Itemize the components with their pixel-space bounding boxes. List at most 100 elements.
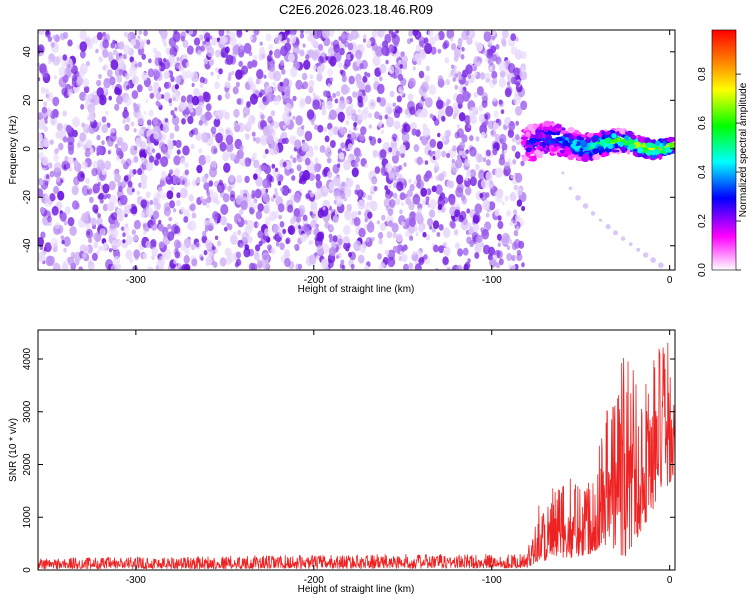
noise-cell — [408, 178, 412, 184]
noise-cell — [327, 122, 333, 130]
noise-cell — [305, 157, 311, 166]
noise-cell — [328, 246, 336, 257]
noise-cell — [113, 49, 118, 56]
noise-cell — [373, 185, 378, 192]
noise-cell — [199, 82, 204, 88]
noise-cell — [472, 106, 479, 116]
noise-cell — [424, 43, 433, 54]
noise-cell — [278, 215, 282, 220]
noise-cell — [111, 239, 119, 251]
noise-cell — [50, 41, 55, 48]
noise-cell — [294, 139, 302, 150]
noise-cell — [429, 199, 437, 210]
noise-cell — [163, 70, 170, 80]
noise-cell — [215, 51, 221, 58]
noise-cell — [457, 248, 464, 257]
noise-cell — [422, 127, 431, 138]
noise-cell — [273, 70, 281, 82]
noise-cell — [488, 57, 494, 66]
x-tick-label: -100 — [482, 275, 502, 286]
noise-cell — [347, 143, 353, 151]
noise-cell — [296, 164, 302, 172]
noise-cell — [341, 182, 346, 187]
noise-cell — [241, 123, 245, 129]
noise-cell — [516, 249, 522, 256]
noise-cell — [148, 155, 155, 163]
tail-cell — [568, 186, 573, 191]
x-tick-label: 0 — [667, 275, 673, 286]
noise-cell — [456, 264, 463, 270]
noise-cell — [357, 95, 363, 103]
noise-cell — [140, 199, 148, 209]
x-tick-label: -200 — [304, 275, 324, 286]
noise-cell — [122, 239, 126, 244]
noise-cell — [345, 120, 350, 126]
noise-cell — [332, 235, 338, 243]
signal-cell — [553, 138, 559, 143]
signal-cell — [645, 142, 654, 148]
noise-cell — [39, 245, 44, 251]
signal-cell — [626, 149, 631, 155]
noise-cell — [119, 55, 123, 61]
noise-cell — [309, 211, 313, 216]
noise-cell — [418, 224, 425, 233]
noise-cell — [56, 176, 61, 183]
signal-cell — [525, 130, 531, 138]
signal-cell — [541, 141, 546, 149]
noise-cell — [437, 115, 442, 120]
noise-cell — [397, 106, 403, 114]
signal-cell — [550, 147, 558, 152]
noise-cell — [364, 84, 371, 93]
noise-cell — [319, 145, 326, 153]
noise-cell — [469, 113, 477, 124]
noise-cell — [442, 42, 448, 50]
signal-cell — [600, 149, 606, 153]
noise-cell — [209, 35, 213, 40]
noise-cell — [125, 235, 133, 245]
tail-cell — [628, 242, 633, 247]
noise-cell — [271, 163, 276, 169]
y-tick-label: 0 — [22, 567, 33, 573]
noise-cell — [92, 204, 99, 213]
noise-cell — [95, 48, 99, 54]
x-tick-label: -200 — [304, 575, 324, 586]
noise-cell — [49, 170, 55, 178]
noise-cell — [195, 242, 200, 248]
noise-cell — [117, 263, 122, 270]
y-tick-label: 40 — [22, 46, 33, 58]
noise-cell — [229, 36, 237, 47]
noise-cell — [143, 30, 148, 37]
noise-cell — [287, 188, 292, 194]
noise-cell — [279, 242, 285, 251]
noise-cell — [472, 214, 480, 224]
noise-cell — [425, 196, 430, 202]
noise-cell — [308, 254, 317, 265]
noise-cell — [270, 110, 276, 117]
noise-cell — [166, 190, 174, 200]
noise-cell — [273, 48, 282, 59]
noise-cell — [114, 173, 122, 183]
noise-cell — [86, 35, 90, 41]
noise-cell — [490, 45, 497, 54]
noise-cell — [345, 30, 349, 33]
noise-cell — [466, 236, 472, 244]
noise-cell — [114, 86, 121, 95]
noise-cell — [340, 259, 345, 265]
noise-cell — [348, 75, 355, 85]
noise-cell — [298, 225, 301, 229]
noise-cell — [38, 119, 46, 130]
noise-cell — [219, 257, 227, 267]
noise-cell — [96, 217, 103, 227]
noise-cell — [488, 201, 496, 211]
noise-cell — [114, 143, 119, 149]
noise-cell — [239, 189, 245, 197]
noise-cell — [459, 141, 466, 150]
noise-cell — [414, 263, 422, 270]
noise-cell — [316, 73, 323, 82]
noise-cell — [111, 228, 119, 239]
noise-cell — [142, 252, 148, 260]
noise-cell — [436, 99, 444, 110]
noise-cell — [147, 266, 153, 270]
noise-cell — [385, 205, 391, 212]
